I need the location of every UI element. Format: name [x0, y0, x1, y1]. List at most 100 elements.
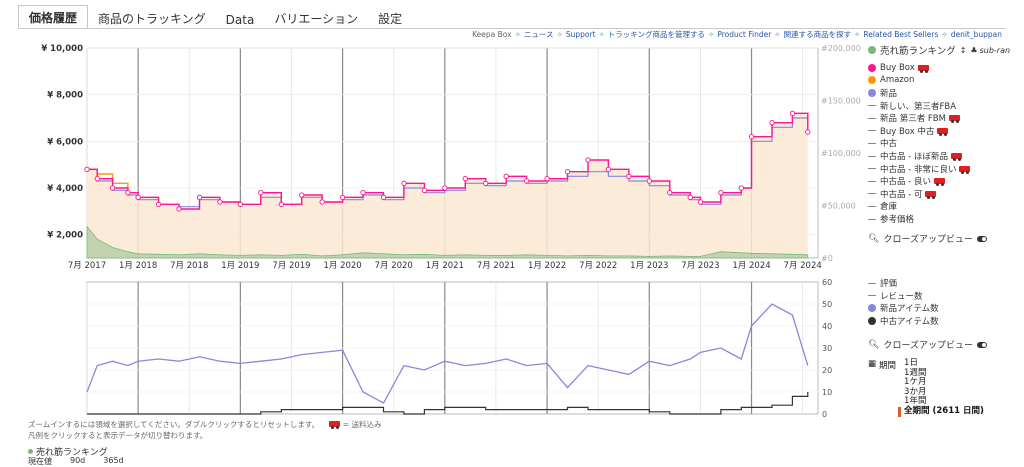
legend-item[interactable]: 中古品 - 可: [868, 188, 1010, 201]
period-3months[interactable]: 3か月: [904, 386, 927, 397]
legend-dot: [868, 46, 876, 55]
legend-dot: [868, 304, 876, 313]
shipping-truck-icon: [937, 127, 949, 136]
y2-tick-label: #150,000: [821, 97, 861, 106]
legend-item[interactable]: 中古品 - 非常に良い: [868, 162, 1010, 175]
buybox-point: [738, 185, 744, 191]
legend-label: 中古品 - 非常に良い: [880, 164, 957, 175]
legend-item[interactable]: 新品 第三者 FBM: [868, 112, 1010, 125]
period-1day[interactable]: 1日: [904, 358, 918, 368]
legend-item[interactable]: レビュー数: [868, 290, 987, 303]
x-tick-label: 7月 2017: [68, 261, 106, 271]
legend-item[interactable]: 評価: [868, 277, 987, 290]
tab-data[interactable]: Data: [225, 13, 255, 27]
90d-label: 90d: [70, 456, 86, 465]
legend-item[interactable]: 中古: [868, 137, 1010, 150]
related-products-link[interactable]: 関連する商品を探す: [783, 30, 852, 39]
keepa-box-link[interactable]: Keepa Box: [472, 30, 512, 39]
period-all[interactable]: 全期間 (2611 日間): [898, 406, 984, 417]
tab-variations[interactable]: バリエーション: [274, 12, 359, 26]
legend-dash: [868, 155, 876, 157]
buybox-point: [646, 178, 652, 184]
legend-item[interactable]: Amazon: [868, 74, 1010, 87]
buybox-point: [217, 199, 223, 205]
tab-price-history[interactable]: 価格履歴: [18, 5, 89, 29]
tab-settings[interactable]: 設定: [378, 12, 403, 26]
buybox-point: [176, 206, 182, 212]
sub-rank-label[interactable]: sub-ran: [979, 45, 1011, 55]
legend-item[interactable]: Buy Box: [868, 62, 1010, 75]
shipping-truck-icon: [917, 64, 929, 73]
sort-icon[interactable]: ↕: [959, 45, 967, 55]
legend-hint: 凡例をクリックすると表示データが切り替わります。: [28, 431, 208, 440]
legend-label: Amazon: [880, 75, 915, 86]
period-1year[interactable]: 1年間: [904, 396, 927, 407]
y-tick-label: 10: [822, 388, 832, 397]
legend-item[interactable]: 中古品 - ほぼ新品: [868, 150, 1010, 163]
legend-label: Buy Box 中古: [880, 126, 935, 137]
buybox-point: [626, 173, 632, 179]
buybox-point: [380, 194, 387, 200]
legend-item[interactable]: 倉庫: [868, 200, 1010, 213]
buybox-point: [125, 190, 131, 196]
legend-label: 倉庫: [880, 202, 898, 213]
legend-item[interactable]: 中古アイテム数: [868, 315, 987, 328]
toggle-icon[interactable]: [977, 235, 987, 242]
legend-item[interactable]: 新品: [868, 87, 1010, 100]
legend-dot: [868, 76, 876, 85]
product-finder-link[interactable]: Product Finder: [717, 30, 772, 39]
separator-icon: ✧: [941, 30, 948, 39]
user-link[interactable]: denit_buppan: [950, 30, 1002, 39]
separator-icon: ✧: [708, 30, 715, 39]
period-1week[interactable]: 1週間: [904, 367, 927, 378]
buybox-point: [687, 194, 693, 200]
related-best-sellers-link[interactable]: Related Best Sellers: [863, 30, 939, 39]
buybox-point: [84, 166, 90, 172]
legend-dash: [868, 117, 876, 119]
support-link[interactable]: Support: [565, 30, 596, 39]
legend-dash: [868, 142, 876, 144]
buybox-point: [278, 201, 284, 207]
365d-label: 365d: [103, 456, 124, 465]
x-tick-label: 7月 2022: [579, 261, 617, 271]
period-label: 期間: [879, 361, 897, 371]
buybox-point: [196, 194, 203, 200]
legend-item-rank[interactable]: 売れ筋ランキング ↕ ♣ sub-ran: [868, 44, 1010, 57]
y-tick-label: ¥ 8,000: [47, 91, 83, 101]
buybox-point: [667, 190, 673, 196]
legend-dash: [868, 168, 876, 170]
legend-item[interactable]: 参考価格: [868, 213, 1010, 226]
buybox-point: [503, 173, 509, 179]
buybox-point: [339, 194, 346, 200]
news-link[interactable]: ニュース: [523, 30, 554, 39]
legend-dash: [868, 205, 876, 207]
legend-dot: [868, 317, 876, 326]
legend-dash: [868, 218, 876, 220]
legend-item[interactable]: 新品アイテム数: [868, 302, 987, 315]
y-tick-label: ¥ 4,000: [47, 184, 83, 194]
tab-bar: 価格履歴 商品のトラッキング Data バリエーション 設定: [18, 5, 412, 29]
hierarchy-icon[interactable]: ♣: [970, 45, 978, 55]
buybox-point: [155, 201, 162, 207]
shipping-truck-icon: [948, 115, 960, 124]
closeup-label: クローズアップビュー: [883, 341, 973, 352]
closeup-view-toggle[interactable]: 🔍︎ クローズアップビュー: [868, 232, 1010, 245]
y-tick-label: 20: [822, 366, 832, 375]
rank-title-text: 売れ筋ランキング: [36, 448, 108, 458]
legend-item[interactable]: 新しい、第三者FBA: [868, 99, 1010, 112]
legend-label: 中古: [880, 139, 898, 150]
buybox-point: [748, 134, 755, 140]
tab-tracking[interactable]: 商品のトラッキング: [98, 12, 206, 26]
manage-tracking-link[interactable]: トラッキング商品を管理する: [607, 30, 706, 39]
toggle-icon[interactable]: [977, 341, 987, 348]
period-1month[interactable]: 1ケ月: [904, 377, 927, 388]
y2-tick-label: #0: [821, 254, 833, 263]
closeup-view-toggle-lower[interactable]: 🔍︎ クローズアップビュー: [868, 338, 987, 351]
separator-icon: ✧: [774, 30, 781, 39]
legend-dash: [868, 130, 876, 132]
buybox-point: [258, 190, 264, 196]
legend-item[interactable]: Buy Box 中古: [868, 125, 1010, 138]
legend-item[interactable]: 中古品 - 良い: [868, 175, 1010, 188]
x-tick-label: 1月 2024: [732, 261, 770, 271]
